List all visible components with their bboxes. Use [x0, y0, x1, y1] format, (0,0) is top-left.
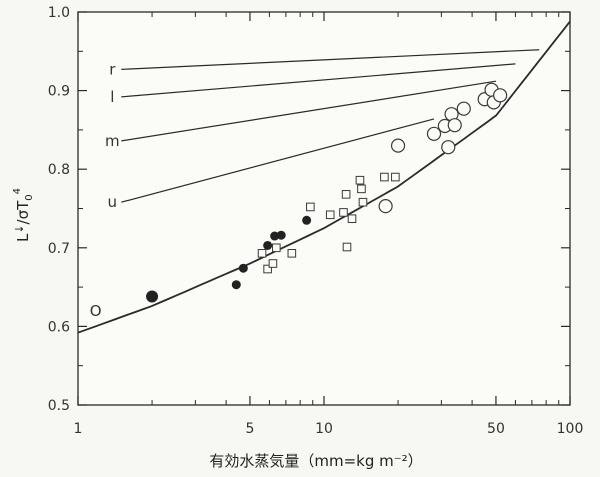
y-axis-title-sup: 4 [12, 188, 23, 194]
curve-O [77, 20, 571, 334]
y-axis-title-main: L [14, 233, 32, 242]
y-tick-label: 0.7 [48, 241, 70, 257]
open-circle-point [441, 140, 456, 155]
open-square-point [357, 184, 366, 194]
open-square-point [347, 214, 357, 224]
y-tick-label: 0.6 [48, 319, 70, 335]
y-axis-title-arrow: ↓ [13, 224, 26, 233]
x-tick-label: 100 [557, 421, 584, 437]
curve-m [121, 80, 497, 142]
curve-label-O: O [90, 302, 102, 320]
curve-l [121, 63, 516, 98]
y-axis-title-sub: 0 [24, 194, 35, 200]
filled-circle-point [238, 263, 248, 273]
curve-label-r: r [109, 60, 116, 78]
open-square-point [342, 242, 352, 252]
open-square-point [391, 172, 400, 182]
open-square-point [263, 264, 272, 274]
curve-r [121, 49, 540, 70]
open-square-point [339, 208, 348, 217]
open-square-point [257, 249, 267, 258]
open-circle-point [390, 138, 406, 153]
y-tick-label: 0.9 [48, 84, 70, 100]
filled-circle-point [146, 290, 159, 303]
filled-circle-point [231, 280, 241, 290]
open-circle-point [426, 126, 442, 141]
curve-u [121, 118, 435, 203]
x-tick-label: 5 [245, 421, 254, 437]
open-square-point [341, 190, 351, 199]
curve-label-m: m [105, 132, 120, 150]
tick-labels: 1 5 10 50 100 0.5 0.6 0.7 0.8 0.9 1.0 [48, 5, 584, 437]
open-square-point [287, 249, 297, 258]
x-tick-label: 1 [74, 421, 83, 437]
open-circle-point [447, 118, 462, 133]
x-tick-label: 50 [487, 421, 505, 437]
open-square-point [355, 175, 365, 185]
y-tick-label: 1.0 [48, 5, 70, 21]
x-axis-title: 有効水蒸気量（mm=kg m⁻²） [209, 452, 422, 470]
curve-labels: rl m u O [90, 60, 120, 320]
curves [77, 20, 571, 334]
filled-circle-point [263, 240, 273, 250]
open-square-point [268, 259, 278, 268]
y-axis-title: L↓/σT04 [12, 188, 35, 242]
open-square-point [306, 202, 315, 212]
open-square-point [325, 210, 335, 220]
open-circle-point [493, 88, 508, 103]
open-circle-point [456, 101, 471, 116]
markers [146, 82, 508, 303]
filled-circle-point [302, 215, 312, 225]
curve-label-l: l [110, 88, 114, 106]
open-square-point [358, 197, 368, 207]
filled-circle-point [270, 231, 280, 241]
open-square-point [380, 172, 389, 182]
ticks [77, 11, 571, 406]
open-square-point [272, 243, 281, 253]
open-circle-point [378, 199, 393, 214]
curve-label-u: u [108, 193, 118, 211]
y-tick-label: 0.8 [48, 162, 70, 178]
filled-circle-point [276, 230, 286, 240]
y-axis-title-rest: /σT [14, 200, 32, 225]
y-tick-label: 0.5 [48, 398, 70, 414]
x-tick-label: 10 [315, 421, 333, 437]
plot-area [77, 11, 571, 406]
